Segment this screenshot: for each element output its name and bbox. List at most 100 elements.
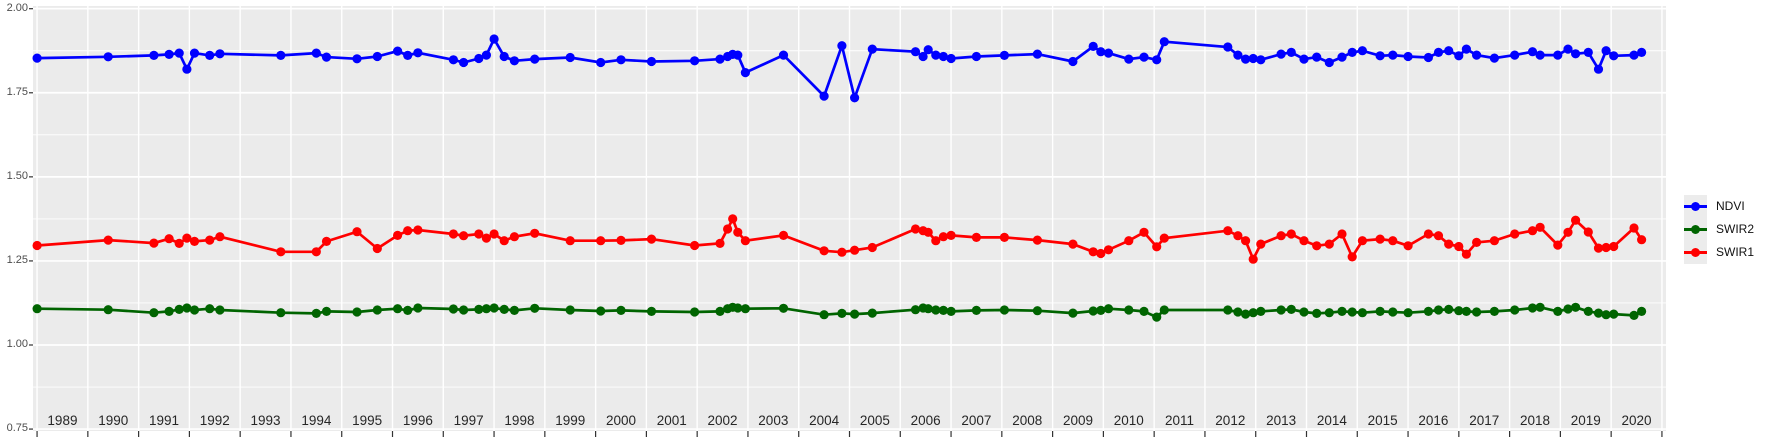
data-point: [393, 230, 403, 240]
x-axis-tick-label: 1990: [98, 413, 128, 428]
data-point: [1032, 49, 1042, 59]
y-axis-ticks: [29, 8, 33, 430]
legend-item-ndvi: NDVI: [1684, 194, 1772, 218]
legend-label: SWIR1: [1716, 245, 1755, 259]
x-axis-tick-label: 1995: [352, 413, 382, 428]
data-point: [1337, 229, 1347, 239]
x-axis-tick-label: 2006: [911, 413, 941, 428]
data-point: [321, 52, 332, 62]
data-point: [918, 51, 928, 62]
y-axis-tick-label: 0.75: [6, 422, 28, 434]
data-point: [723, 224, 733, 234]
data-point: [1563, 227, 1573, 237]
x-axis-tick-label: 2018: [1520, 413, 1550, 428]
data-point: [1233, 50, 1243, 60]
data-point: [1375, 51, 1385, 61]
data-point: [530, 303, 540, 313]
data-point: [938, 51, 949, 62]
data-point: [1312, 241, 1322, 251]
data-point: [1068, 239, 1078, 249]
data-point: [32, 304, 42, 314]
data-point: [946, 230, 956, 240]
data-point: [1337, 52, 1347, 62]
data-point: [938, 305, 949, 315]
data-point: [1489, 306, 1499, 316]
data-point: [715, 306, 725, 316]
x-axis-tick-label: 1998: [504, 413, 534, 428]
data-point: [923, 227, 933, 237]
y-axis-tick-label: 2.00: [6, 2, 28, 14]
x-axis-tick-label: 2011: [1165, 413, 1194, 428]
data-point: [182, 233, 192, 243]
x-axis-tick-label: 2001: [657, 413, 687, 428]
x-axis-tick-label: 2009: [1063, 413, 1093, 428]
data-point: [850, 309, 860, 319]
data-point: [1096, 305, 1106, 315]
data-point: [1454, 241, 1464, 252]
y-axis-tick-label: 1.50: [6, 170, 28, 182]
data-point: [1388, 236, 1398, 246]
x-axis-tick-label: 1996: [403, 413, 433, 428]
data-point: [690, 307, 700, 317]
data-point: [509, 56, 519, 66]
legend-key-swir2: [1684, 217, 1707, 241]
legend-point-glyph: [1691, 201, 1700, 211]
data-point: [1286, 229, 1296, 239]
data-point: [459, 57, 469, 68]
data-point: [481, 233, 491, 243]
data-point: [489, 229, 499, 239]
x-axis-tick-label: 1989: [47, 413, 77, 428]
data-point: [321, 306, 332, 316]
x-axis-tick-label: 1994: [301, 413, 332, 428]
data-point: [1324, 57, 1334, 68]
data-point: [509, 305, 519, 315]
x-axis-tick-label: 2016: [1418, 413, 1448, 428]
data-point: [1241, 54, 1251, 64]
data-point: [596, 306, 606, 316]
data-point: [352, 227, 362, 237]
data-point: [1248, 308, 1258, 318]
data-point: [923, 304, 933, 314]
x-axis-tick-label: 2015: [1368, 413, 1398, 428]
data-point: [1461, 44, 1471, 54]
legend-point-glyph: [1691, 247, 1700, 257]
data-point: [971, 305, 982, 315]
data-point: [474, 304, 484, 314]
data-point: [1472, 50, 1482, 60]
data-point: [393, 46, 403, 56]
data-point: [616, 235, 626, 245]
data-point: [1535, 302, 1545, 312]
legend-label: SWIR2: [1716, 222, 1755, 236]
data-point: [1444, 46, 1454, 56]
data-point: [946, 306, 956, 316]
data-point: [837, 247, 847, 257]
data-point: [1152, 312, 1162, 322]
data-point: [1256, 306, 1266, 316]
data-point: [1068, 308, 1078, 318]
data-point: [1403, 308, 1413, 318]
data-point: [276, 308, 286, 318]
data-point: [1423, 306, 1433, 316]
x-axis-tick-label: 2017: [1469, 413, 1499, 428]
data-point: [1510, 229, 1520, 239]
x-axis-tick-label: 2013: [1266, 413, 1296, 428]
data-point: [1276, 49, 1286, 59]
data-point: [489, 303, 499, 313]
data-point: [778, 303, 789, 313]
data-point: [1248, 53, 1258, 64]
data-point: [1637, 306, 1647, 316]
series-NDVI: [32, 34, 1647, 103]
data-point: [1159, 37, 1169, 47]
data-point: [850, 245, 860, 255]
data-point: [311, 247, 321, 257]
data-point: [690, 56, 700, 66]
legend: NDVI SWIR2 SWIR1: [1684, 194, 1772, 264]
data-point: [1347, 252, 1357, 262]
x-axis-tick-label: 2004: [809, 413, 840, 428]
data-point: [850, 93, 860, 103]
data-point: [971, 51, 982, 62]
data-point: [459, 305, 469, 315]
y-axis-tick-label: 1.25: [6, 254, 28, 266]
data-point: [1489, 236, 1499, 246]
x-axis-tick-label: 2012: [1215, 413, 1245, 428]
